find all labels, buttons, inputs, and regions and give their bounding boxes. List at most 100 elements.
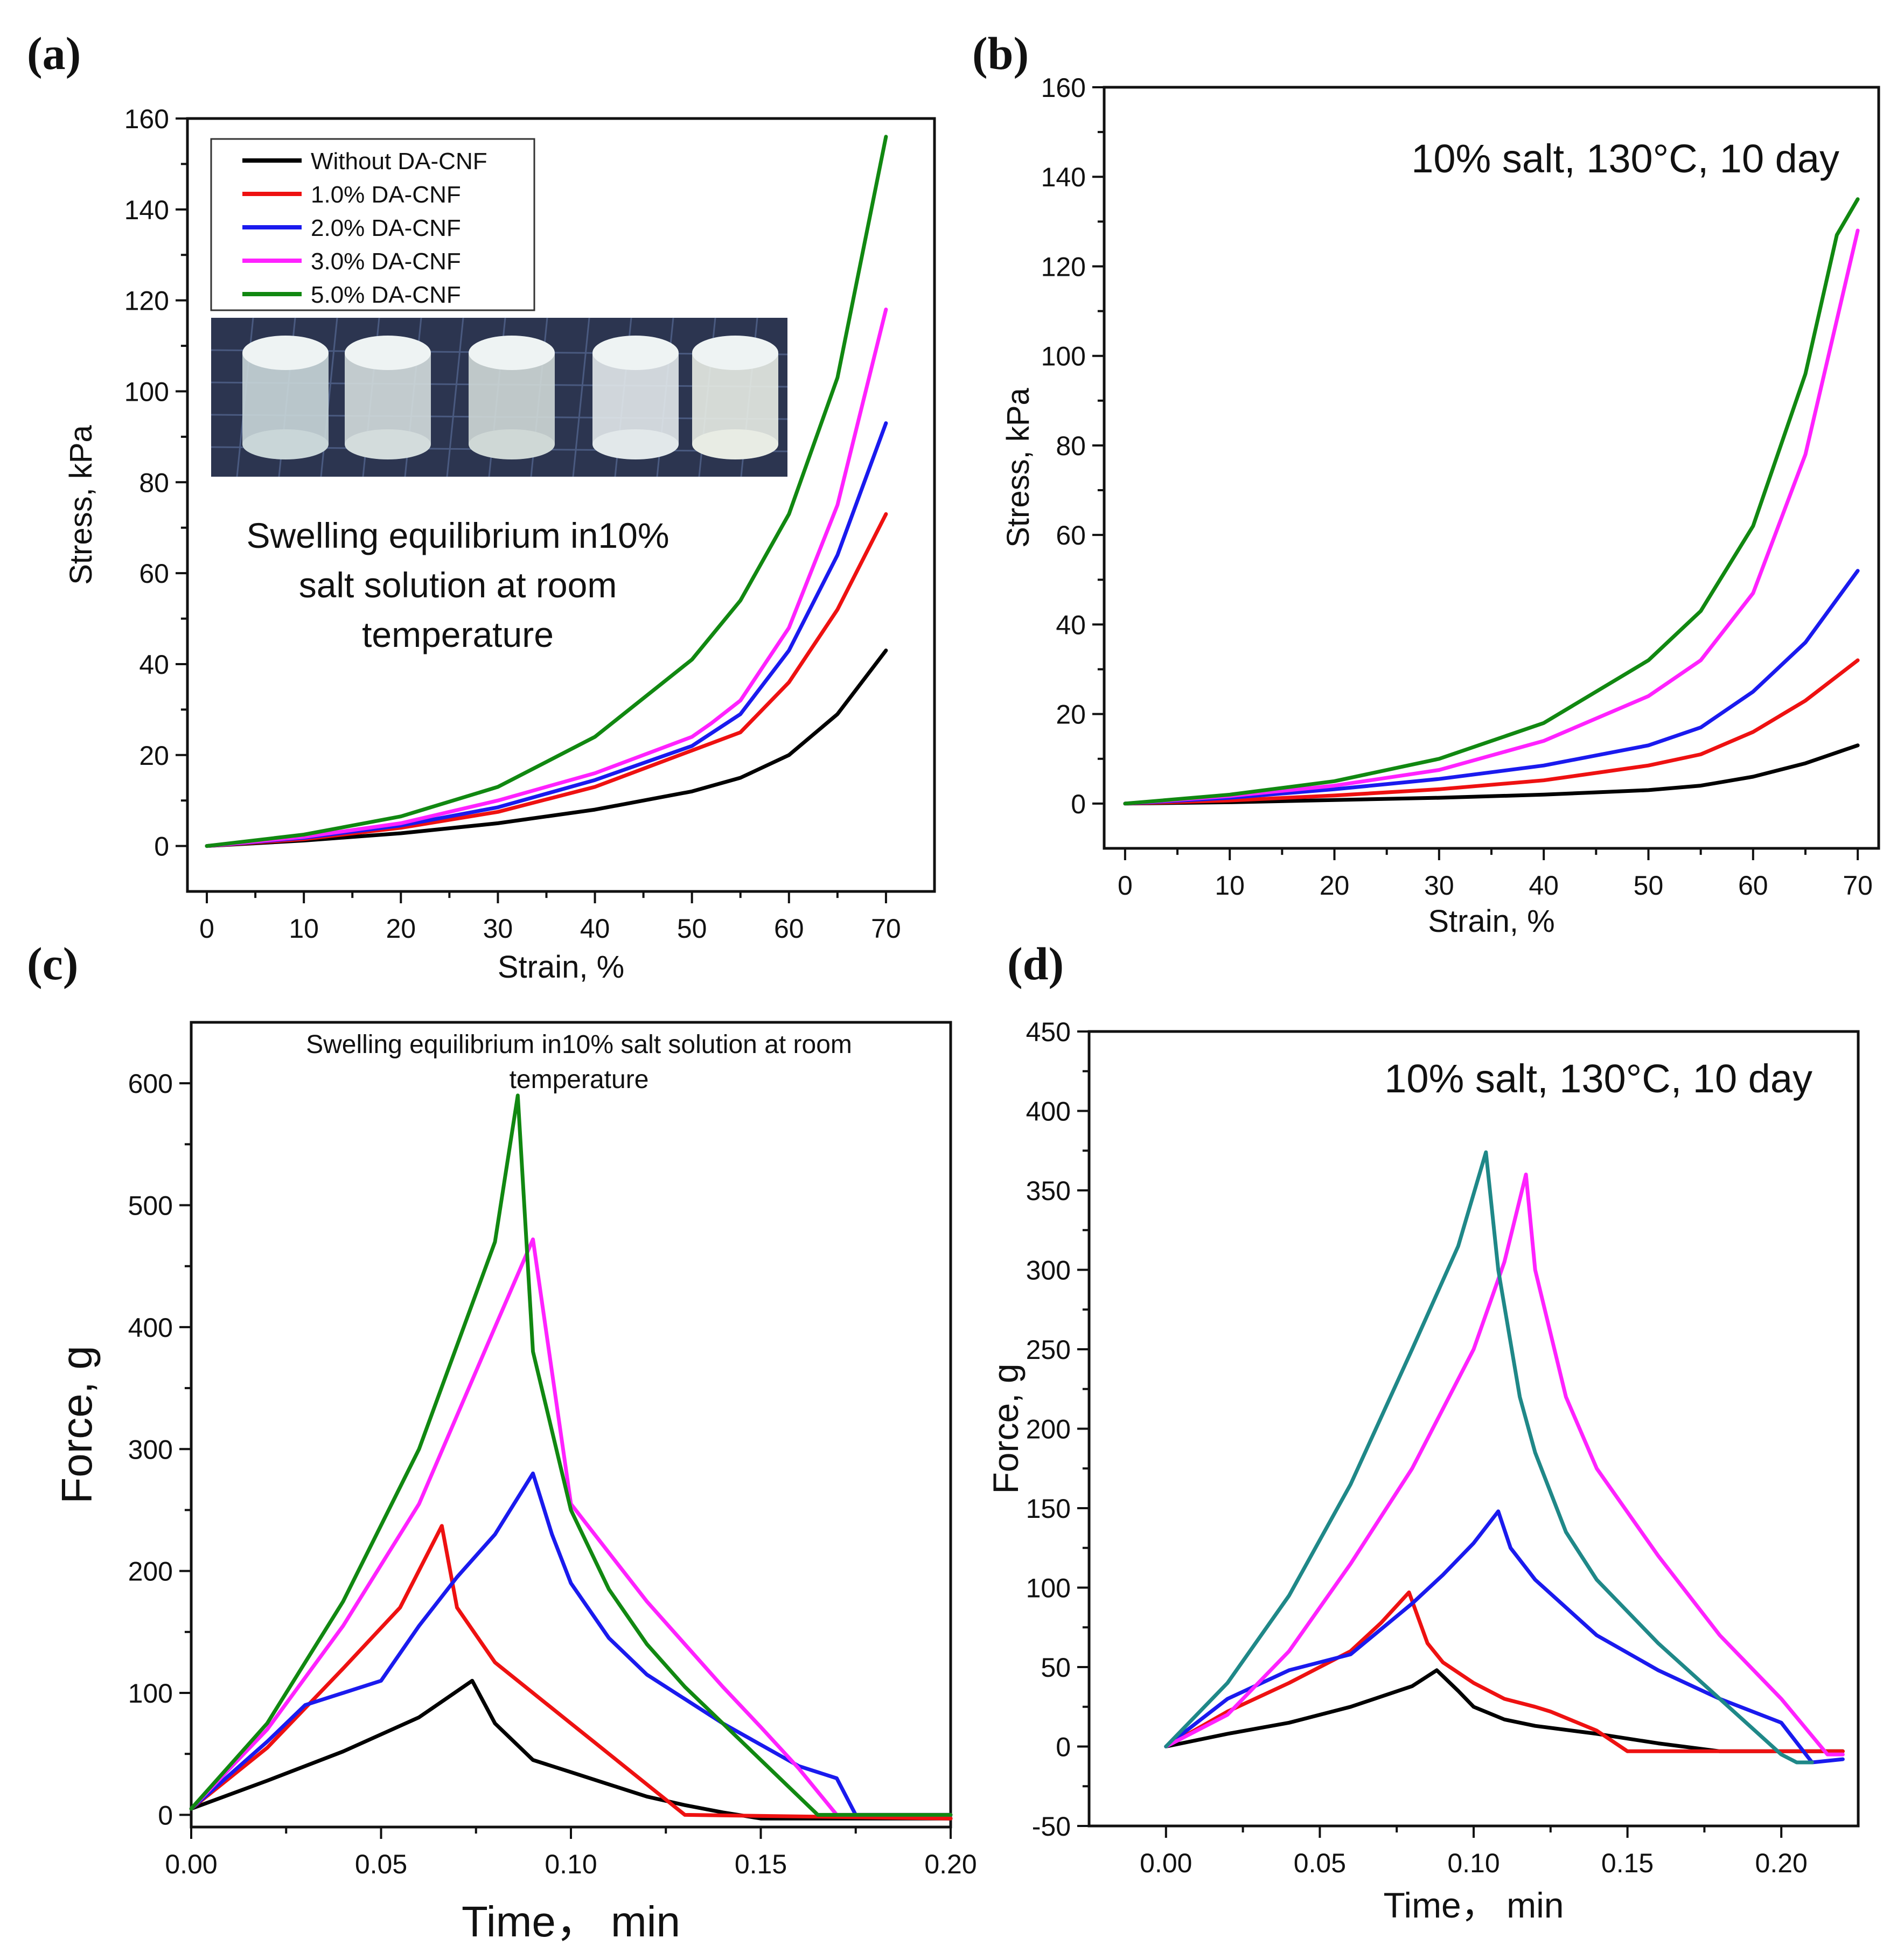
chart-panel-c: 0.00 0.05 0.10 0.15 0.20 0 100 200 300 400 500 600 T… [53, 1021, 977, 1945]
hydrogel-sample-top [469, 336, 555, 370]
photo-grid-line [446, 317, 464, 477]
series-line-1 [1164, 1668, 1845, 1753]
y-tick-label: 60 [139, 559, 169, 589]
x-tick-label: 30 [1424, 870, 1454, 901]
series-line-3 [1164, 1509, 1845, 1765]
hydrogel-sample-bottom [692, 429, 778, 459]
x-tick-label: 60 [1738, 870, 1768, 901]
y-tick-label: 200 [128, 1557, 173, 1587]
x-tick-label: 70 [1843, 870, 1873, 901]
y-tick-label: 0 [154, 832, 169, 862]
series-line-2 [1123, 658, 1860, 806]
y-tick-label: 120 [124, 286, 169, 316]
hydrogel-sample-top [592, 336, 679, 370]
y-axis-label: Force, g [986, 1363, 1026, 1494]
legend-box [210, 138, 535, 311]
y-tick-label: 300 [128, 1434, 173, 1465]
hydrogel-sample-bottom [345, 429, 431, 459]
hydrogel-sample-bottom [592, 429, 679, 459]
x-axis-label: Strain, % [498, 950, 624, 985]
annotation-text: salt solution at room [299, 565, 617, 605]
annotation-text: Swelling equilibrium in10% salt solution… [306, 1030, 852, 1059]
inset-photo [211, 317, 788, 477]
chart-panel-b: 0 10 20 30 40 50 60 70 0 20 40 60 80 100 120 140 160 Stra… [1001, 73, 1880, 939]
series-line-5 [205, 135, 888, 848]
x-tick-label: 0.15 [735, 1849, 787, 1879]
y-axis-label: Stress, kPa [64, 424, 99, 584]
x-tick-label: 0 [1118, 870, 1133, 901]
x-tick-label: 0.05 [355, 1849, 407, 1879]
x-tick-label: 40 [580, 914, 610, 944]
legend-entry: 2.0% DA-CNF [311, 215, 461, 241]
x-tick-label: 0.20 [1755, 1848, 1808, 1878]
y-tick-label: 50 [1041, 1653, 1071, 1683]
y-tick-label: 120 [1041, 252, 1086, 282]
annotation-text: temperature [510, 1065, 649, 1094]
x-tick-label: 40 [1529, 870, 1559, 901]
hydrogel-sample-top [345, 336, 431, 370]
y-tick-label: 0 [158, 1800, 173, 1830]
plot-frame [1103, 86, 1880, 850]
panel-label-a: (a) [27, 27, 81, 79]
legend-entry: Without DA-CNF [311, 148, 487, 175]
x-tick-label: 20 [386, 914, 416, 944]
y-tick-label: 60 [1056, 520, 1086, 550]
series-line-5 [1164, 1150, 1814, 1765]
series-line-5 [1123, 197, 1860, 806]
x-tick-label: 0.05 [1294, 1848, 1346, 1878]
y-tick-label: 160 [124, 104, 169, 134]
panel-label-d: (d) [1007, 938, 1064, 989]
legend-entry: 3.0% DA-CNF [311, 248, 461, 275]
hydrogel-sample-bottom [469, 429, 555, 459]
series-line-4 [1164, 1173, 1845, 1756]
x-tick-label: 0.10 [1447, 1848, 1500, 1878]
y-tick-label: 400 [1026, 1097, 1071, 1127]
legend-entry: 1.0% DA-CNF [311, 182, 461, 208]
hydrogel-sample-bottom [242, 429, 329, 459]
y-tick-label: 40 [1056, 610, 1086, 640]
series-line-2 [205, 512, 888, 848]
x-tick-label: 50 [677, 914, 707, 944]
x-tick-label: 0.15 [1601, 1848, 1654, 1878]
hydrogel-sample-top [242, 336, 329, 370]
series-line-3 [189, 1472, 953, 1817]
y-tick-label: 100 [1026, 1573, 1071, 1604]
x-tick-label: 10 [289, 914, 319, 944]
y-tick-label: 0 [1056, 1732, 1071, 1762]
series-line-1 [205, 649, 888, 848]
series-line-2 [189, 1524, 953, 1821]
annotation-text: Swelling equilibrium in10% [246, 515, 669, 555]
y-tick-label: 400 [128, 1313, 173, 1343]
x-tick-label: 0.10 [545, 1849, 597, 1879]
y-tick-label: 140 [124, 195, 169, 225]
y-tick-label: 100 [128, 1678, 173, 1709]
series-line-1 [189, 1678, 953, 1821]
y-tick-label: 450 [1026, 1017, 1071, 1047]
annotation-text: 10% salt, 130°C, 10 day [1411, 136, 1839, 181]
annotation-text: temperature [362, 615, 554, 654]
y-axis-label: Stress, kPa [1001, 387, 1036, 547]
x-tick-label: 50 [1634, 870, 1664, 901]
y-tick-label: 20 [1056, 700, 1086, 730]
chart-panel-a: 0 10 20 30 40 50 60 70 0 20 40 60 80 100 120 140 160 Stra… [64, 104, 936, 985]
y-tick-label: 0 [1071, 789, 1086, 819]
y-tick-label: 80 [1056, 431, 1086, 461]
x-axis-label: Strain, % [1428, 904, 1554, 939]
y-tick-label: 140 [1041, 162, 1086, 192]
x-tick-label: 60 [774, 914, 804, 944]
y-tick-label: 300 [1026, 1256, 1071, 1286]
y-tick-label: 100 [124, 377, 169, 407]
plot-frame [186, 117, 936, 893]
y-tick-label: 150 [1026, 1494, 1071, 1524]
y-axis-label: Force, g [53, 1346, 101, 1503]
legend-entry: 5.0% DA-CNF [311, 282, 461, 308]
panel-label-c: (c) [27, 938, 78, 989]
y-tick-label: -50 [1032, 1811, 1071, 1842]
x-tick-label: 0 [199, 914, 214, 944]
series-line-5 [189, 1093, 953, 1817]
x-tick-label: 0.00 [1140, 1848, 1192, 1878]
series-line-4 [205, 308, 888, 848]
x-tick-label: 0.00 [165, 1849, 217, 1879]
x-tick-label: 10 [1215, 870, 1245, 901]
x-tick-label: 30 [483, 914, 513, 944]
